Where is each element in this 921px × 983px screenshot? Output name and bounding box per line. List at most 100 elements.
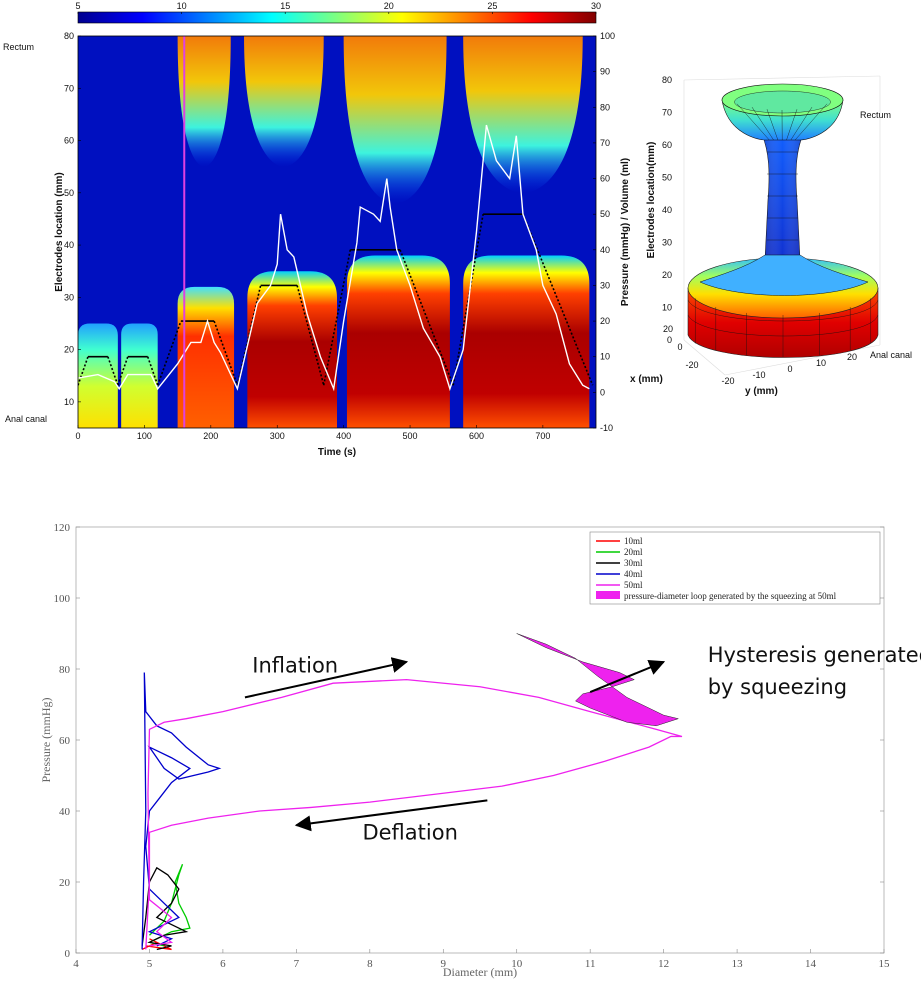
surface-top-label: Rectum (860, 110, 891, 120)
surface-box (683, 75, 881, 376)
y-tick-label: 40 (64, 240, 74, 250)
x-tick-label: 10 (511, 958, 523, 970)
x-tick-label: 500 (403, 431, 418, 441)
x-tick-label: 0 (75, 431, 80, 441)
x-tick-label: 5 (147, 958, 153, 970)
surface-neck-flare (699, 254, 869, 296)
y-tick-label: 80 (59, 664, 71, 676)
x-tick-label: 700 (535, 431, 550, 441)
surface-y-ticks: -20 -10 0 10 20 (721, 352, 857, 386)
y2-tick-label: 30 (600, 280, 610, 290)
y-tick-label: 80 (64, 31, 74, 41)
annotation-arrow (244, 657, 409, 699)
volume-segment (452, 214, 484, 386)
x-tick-label: 300 (270, 431, 285, 441)
heatmap-pressure-region (78, 323, 118, 428)
heatmap-upper-region (343, 36, 447, 204)
heatmap-y2-ticks: -10 0 10 20 30 40 50 60 70 80 90 100 (593, 31, 615, 433)
volume-segment (156, 320, 182, 386)
y-tick-label: 70 (64, 83, 74, 93)
volume-segment (399, 249, 454, 386)
colorbar (77, 11, 597, 24)
heatmap-y-ticks: 10 20 30 40 50 60 70 80 (64, 31, 81, 407)
heatmap-upper-region (177, 36, 231, 167)
x-tick-label: 9 (441, 958, 447, 970)
annotation-text: Deflation (362, 820, 457, 844)
heatmap-bottom-label: Anal canal (5, 414, 47, 424)
y-tick-label: 10 (64, 397, 74, 407)
y-tick-label: 20 (59, 877, 71, 889)
x-tick-label: 8 (367, 958, 373, 970)
surface-x-ticks: 200-20 (663, 324, 699, 370)
colorbar-tick-label: 25 (487, 1, 497, 11)
volume-segment (236, 285, 262, 386)
z-tick-label: 70 (662, 108, 672, 118)
pd-xlabel: Diameter (mm) (443, 965, 517, 979)
heatmap-panel: 5 10 15 20 25 30 0 100 200 300 400 500 600 700 10203… (3, 1, 631, 458)
x-tick-label: 6 (220, 958, 226, 970)
surface-zlabel: Electrodes location(mm) (646, 142, 657, 259)
colorbar-tick-label: 30 (591, 1, 601, 11)
heatmap-pressure-region (121, 323, 158, 428)
volume-series (78, 213, 594, 386)
volume-segment (213, 320, 239, 386)
z-tick-label: 40 (662, 205, 672, 215)
y-tick-label: 40 (59, 806, 71, 818)
surface-bottom-label: Anal canal (870, 350, 912, 360)
volume-segment (296, 285, 325, 386)
z-tick-label: 10 (662, 303, 672, 313)
colorbar-ticks: 5 10 15 20 25 30 (75, 1, 601, 14)
heatmap-xlabel: Time (s) (318, 447, 356, 458)
series-line-40ml (141, 672, 222, 950)
heatmap-pressure-regions (78, 255, 590, 428)
x-tick-label: 0 (677, 342, 682, 352)
y-tick-label: 100 (54, 593, 71, 605)
z-tick-label: 0 (667, 335, 672, 345)
y2-tick-label: 90 (600, 67, 610, 77)
annotation-text: by squeezing (708, 675, 847, 699)
x-tick-label: 14 (805, 958, 817, 970)
legend-entry: 50ml (624, 580, 643, 590)
y2-tick-label: 0 (600, 387, 605, 397)
legend-entry: 20ml (624, 547, 643, 557)
heatmap-x-ticks: 0 100 200 300 400 500 600 700 (75, 425, 550, 441)
pd-ylabel: Pressure (mmHg) (39, 698, 53, 783)
heatmap-pressure-region (247, 271, 337, 428)
annotation-arrow (589, 659, 666, 694)
x-tick-label: 15 (879, 958, 891, 970)
pd-ticks: 4 5 6 7 8 9 10 11 12 13 14 15 0 20 40 60 80 100 120 (54, 522, 891, 970)
heatmap-pressure-region (346, 255, 450, 428)
y-tick-label: 10 (816, 358, 826, 368)
x-tick-label: 20 (663, 324, 673, 334)
z-tick-label: 60 (662, 140, 672, 150)
z-tick-label: 50 (662, 173, 672, 183)
heatmap-upper-region (244, 36, 324, 167)
legend-entry: pressure-diameter loop generated by the … (624, 591, 837, 601)
z-tick-label: 80 (662, 75, 672, 85)
x-tick-label: 200 (203, 431, 218, 441)
legend-swatch (596, 591, 620, 599)
surface-z-ticks: 0 10 20 30 40 50 60 70 80 (662, 75, 672, 345)
series-line-30ml (141, 866, 189, 951)
y2-tick-label: 50 (600, 209, 610, 219)
x-tick-label: 11 (585, 958, 596, 970)
y2-tick-label: -10 (600, 423, 613, 433)
volume-segment (107, 356, 119, 386)
y-tick-label: 0 (65, 948, 71, 960)
volume-segment (322, 249, 352, 386)
heatmap-y2label: Pressure (mmHg) / Volume (ml) (620, 158, 631, 306)
y-tick-label: 30 (64, 292, 74, 302)
surface-mesh (687, 103, 879, 357)
mesh-line (751, 106, 774, 141)
annotation-text: Hysteresis generated (708, 643, 921, 667)
surface-panel: 0 10 20 30 40 50 60 70 80 Electrodes location(mm… (630, 75, 912, 397)
y-tick-label: 60 (59, 735, 71, 747)
volume-segment (146, 356, 159, 386)
heatmap-top-label: Rectum (3, 42, 34, 52)
pressure-series-line (78, 124, 590, 392)
colorbar-tick-label: 10 (177, 1, 187, 11)
y-tick-label: 60 (64, 136, 74, 146)
heatmap-ylabel: Electrodes location (mm) (54, 172, 65, 291)
heatmap-upper-regions (177, 36, 583, 204)
